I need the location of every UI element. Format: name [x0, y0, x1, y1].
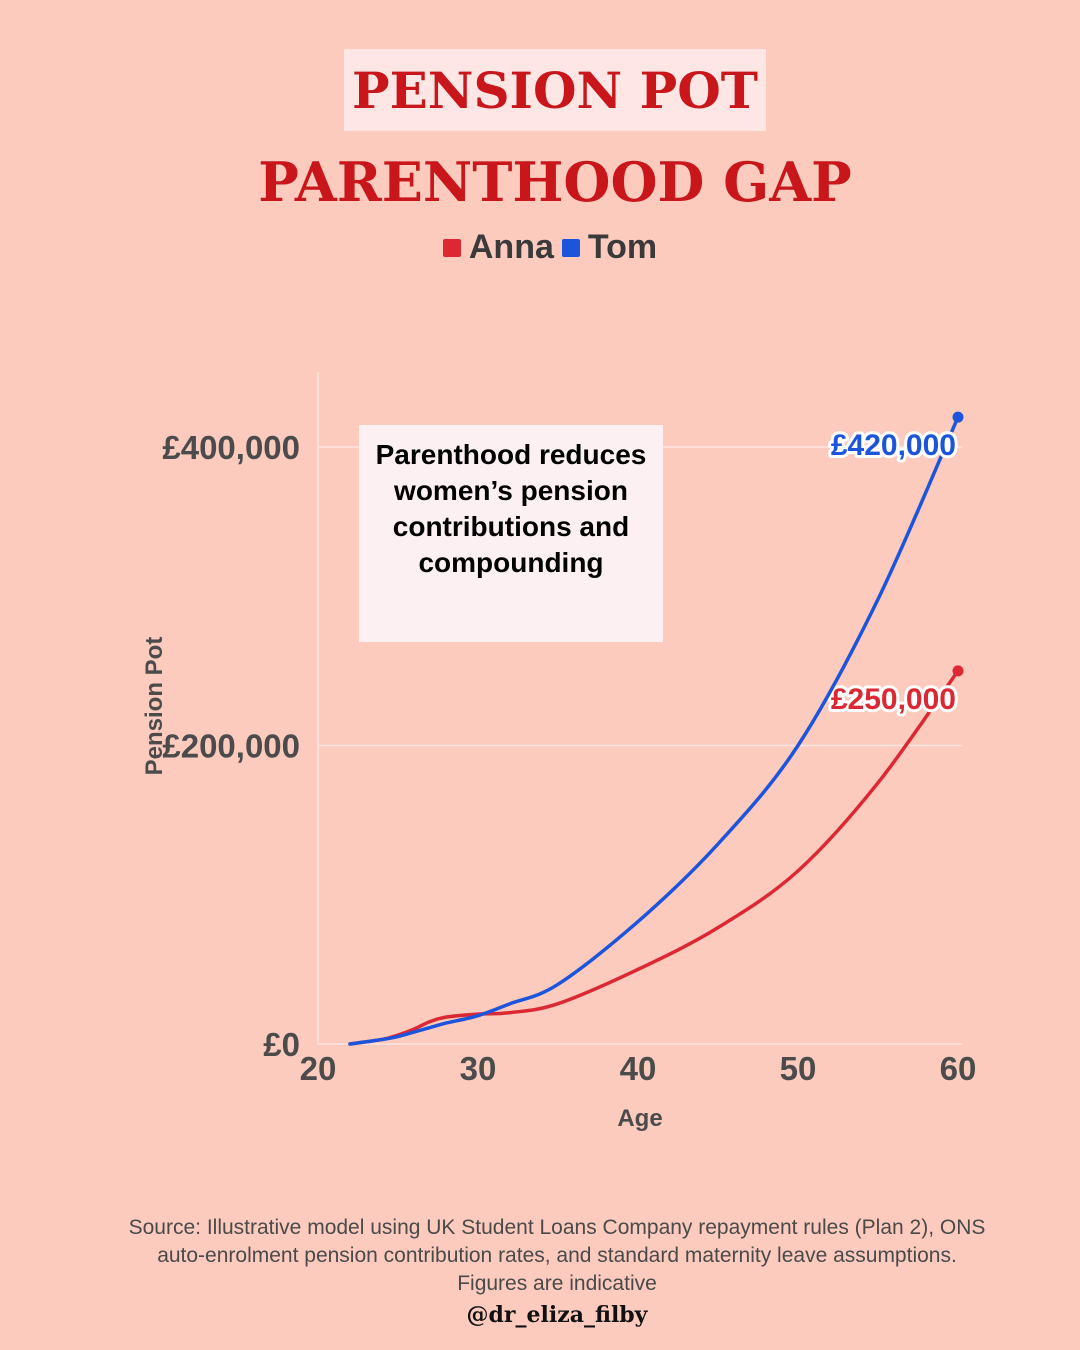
- y-tick-label: £200,000: [162, 728, 300, 765]
- end-label-anna: £250,000: [831, 683, 956, 716]
- legend-label-tom: Tom: [587, 228, 658, 266]
- title-line1-box: PENSION POT: [344, 49, 766, 131]
- x-tick-label: 60: [940, 1050, 977, 1087]
- annotation-callout: Parenthood reduces women’s pension contr…: [359, 425, 663, 642]
- annotation-text: Parenthood reduces women’s pension contr…: [375, 439, 647, 578]
- end-label-tom: £420,000: [831, 429, 956, 462]
- x-tick-label: 50: [780, 1050, 817, 1087]
- chart-title-line1: PENSION POT: [352, 60, 758, 120]
- legend-swatch-tom: [561, 238, 580, 257]
- y-tick-label: £0: [263, 1026, 300, 1063]
- legend-item-anna: Anna: [442, 228, 554, 267]
- legend-label-anna: Anna: [468, 228, 554, 266]
- series-line-anna: [348, 669, 960, 1046]
- author-handle: @dr_eliza_filby: [466, 1302, 648, 1328]
- x-axis-title: Age: [617, 1105, 662, 1132]
- series-line-tom: [348, 415, 960, 1046]
- end-point-anna: [952, 665, 964, 677]
- legend-item-tom: Tom: [561, 228, 658, 267]
- y-axis-title: Pension Pot: [141, 637, 168, 776]
- y-tick-label: £400,000: [162, 429, 300, 466]
- x-tick-label: 30: [460, 1050, 497, 1087]
- chart-title-line2: PARENTHOOD GAP: [258, 150, 852, 214]
- legend-swatch-anna: [442, 238, 461, 257]
- end-point-tom: [952, 411, 964, 423]
- legend: Anna Tom: [0, 228, 1080, 267]
- source-note: Source: Illustrative model using UK Stud…: [128, 1216, 986, 1295]
- x-tick-label: 20: [300, 1050, 337, 1087]
- x-tick-label: 40: [620, 1050, 657, 1087]
